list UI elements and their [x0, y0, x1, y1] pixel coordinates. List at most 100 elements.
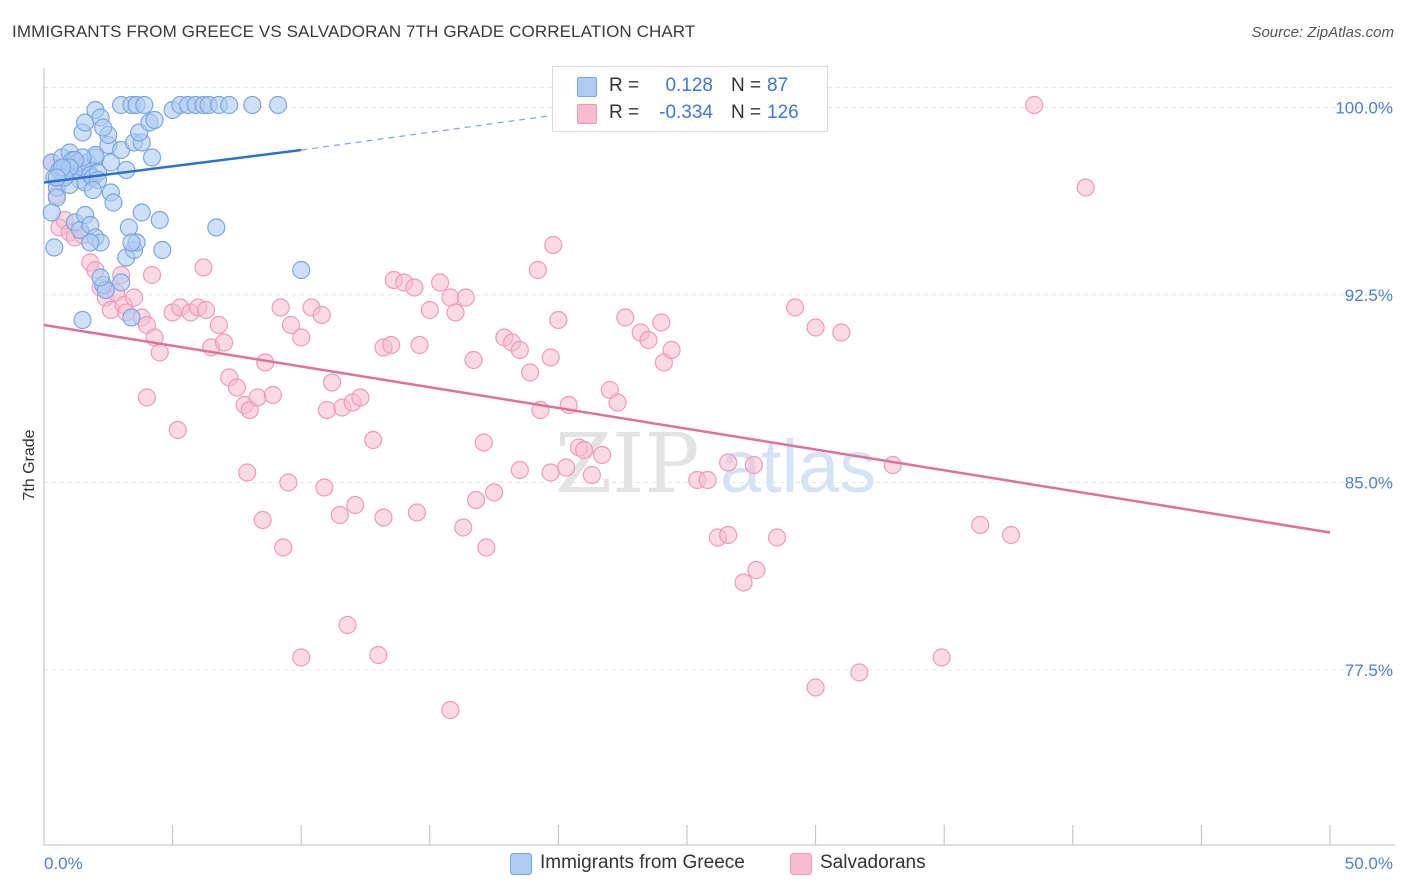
salvadorans-point [485, 483, 504, 502]
salvadorans-point [271, 298, 290, 317]
salvadorans-point [528, 260, 547, 280]
salvadorans-point [474, 433, 493, 452]
legend-swatch-blue [577, 77, 597, 97]
greece-point [91, 268, 110, 287]
greece-point [122, 233, 141, 252]
salvadorans-point [346, 495, 365, 515]
greece-point [119, 218, 138, 237]
trend-lines [43, 106, 1331, 534]
salvadorans-point [407, 503, 427, 522]
x-tick-label: 50.0% [1345, 854, 1393, 873]
y-tick-label: 85.0% [1345, 474, 1393, 493]
greece-point [101, 153, 120, 172]
salvadorans-point [137, 388, 156, 407]
salvadorans-point [292, 648, 311, 667]
greece-point [207, 218, 226, 237]
salvadorans-point [338, 615, 357, 635]
salvadorans-point [292, 328, 311, 347]
y-tick-label: 92.5% [1345, 286, 1393, 305]
salvadorans-point [168, 420, 187, 440]
greece-point [135, 95, 154, 115]
greece-point [83, 180, 102, 200]
chart-title: IMMIGRANTS FROM GREECE VS SALVADORAN 7TH… [12, 22, 696, 41]
salvadorans-point [1076, 178, 1095, 197]
legend-n-label: N = [731, 75, 762, 96]
salvadorans-point [582, 465, 601, 485]
salvadorans-point [541, 463, 560, 482]
salvadorans-point [1025, 95, 1044, 115]
greece-point [104, 193, 123, 212]
salvadorans-point [719, 525, 738, 545]
salvadorans-point [734, 573, 753, 592]
greece-point [243, 95, 262, 115]
salvadorans-point [608, 393, 627, 412]
salvadorans-point [209, 315, 228, 335]
salvadorans-point [593, 445, 612, 465]
salvadorans-point [767, 528, 787, 547]
salvadorans-point [850, 663, 869, 682]
legend-swatch-blue [510, 853, 532, 875]
greece-point [45, 238, 64, 257]
legend-swatch-pink [790, 853, 812, 875]
salvadorans-point [744, 455, 763, 475]
y-tick-label: 77.5% [1345, 661, 1393, 680]
salvadorans-point [238, 463, 257, 482]
salvadorans-point [698, 470, 717, 490]
tick-labels: 77.5% 85.0% 92.5% 100.0% 0.0% 50.0% [44, 99, 1393, 874]
salvadorans-point [1001, 525, 1021, 545]
salvadorans-point [281, 315, 301, 335]
greece-point [220, 95, 239, 115]
legend-n-value: 87 [767, 75, 789, 96]
salvadorans-point [639, 330, 658, 350]
legend-n-value: 126 [767, 102, 799, 123]
salvadorans-point [253, 510, 272, 530]
greece-point [73, 310, 92, 330]
watermark: ZIP atlas [555, 417, 876, 512]
source-label: Source: ZipAtlas.com [1251, 24, 1394, 41]
salvadorans-point [883, 455, 902, 475]
salvadorans-point [446, 303, 465, 322]
greece-trend-line [43, 148, 302, 184]
greece-point [47, 168, 66, 187]
salvadorans-point [932, 648, 951, 667]
salvadorans-point [274, 538, 293, 557]
greece-point [81, 233, 100, 252]
legend-label-greece: Immigrants from Greece [540, 852, 745, 873]
salvadorans-point [420, 300, 439, 320]
salvadorans-point [747, 560, 766, 580]
axes [43, 68, 1395, 846]
salvadorans-point [785, 298, 805, 317]
legend-r-value: 0.128 [665, 75, 713, 96]
greece-point [153, 240, 172, 260]
watermark-zip: ZIP [555, 417, 700, 512]
salvadorans-point [652, 313, 671, 332]
salvadorans-point [312, 305, 331, 325]
legend-r-value: -0.334 [659, 102, 713, 123]
greece-point [122, 308, 141, 327]
salvadorans-point [196, 300, 216, 320]
salvadorans-point [456, 288, 475, 307]
legend-swatch-pink [577, 104, 597, 124]
salvadorans-point [521, 363, 540, 382]
salvadorans-point [616, 308, 635, 327]
salvadorans-point [194, 258, 213, 277]
legend-r-label: R = [609, 102, 640, 123]
greece-point [94, 118, 113, 137]
salvadorans-point [806, 678, 825, 697]
salvadorans-point [330, 505, 349, 525]
y-tick-label: 100.0% [1335, 99, 1393, 118]
salvadorans-point [575, 440, 594, 460]
series-legend: Immigrants from Greece Salvadorans [0, 852, 1406, 878]
greece-point [112, 273, 131, 292]
salvadorans-point [317, 400, 337, 420]
series-greece-points [42, 95, 311, 330]
salvadorans-point [557, 458, 576, 477]
legend-n-label: N = [731, 102, 762, 123]
salvadorans-point [142, 265, 162, 285]
greece-point [268, 95, 288, 115]
salvadorans-point [454, 518, 473, 537]
series-salvadorans-points [42, 95, 1095, 720]
greece-point [145, 110, 164, 130]
greece-point [150, 210, 169, 230]
